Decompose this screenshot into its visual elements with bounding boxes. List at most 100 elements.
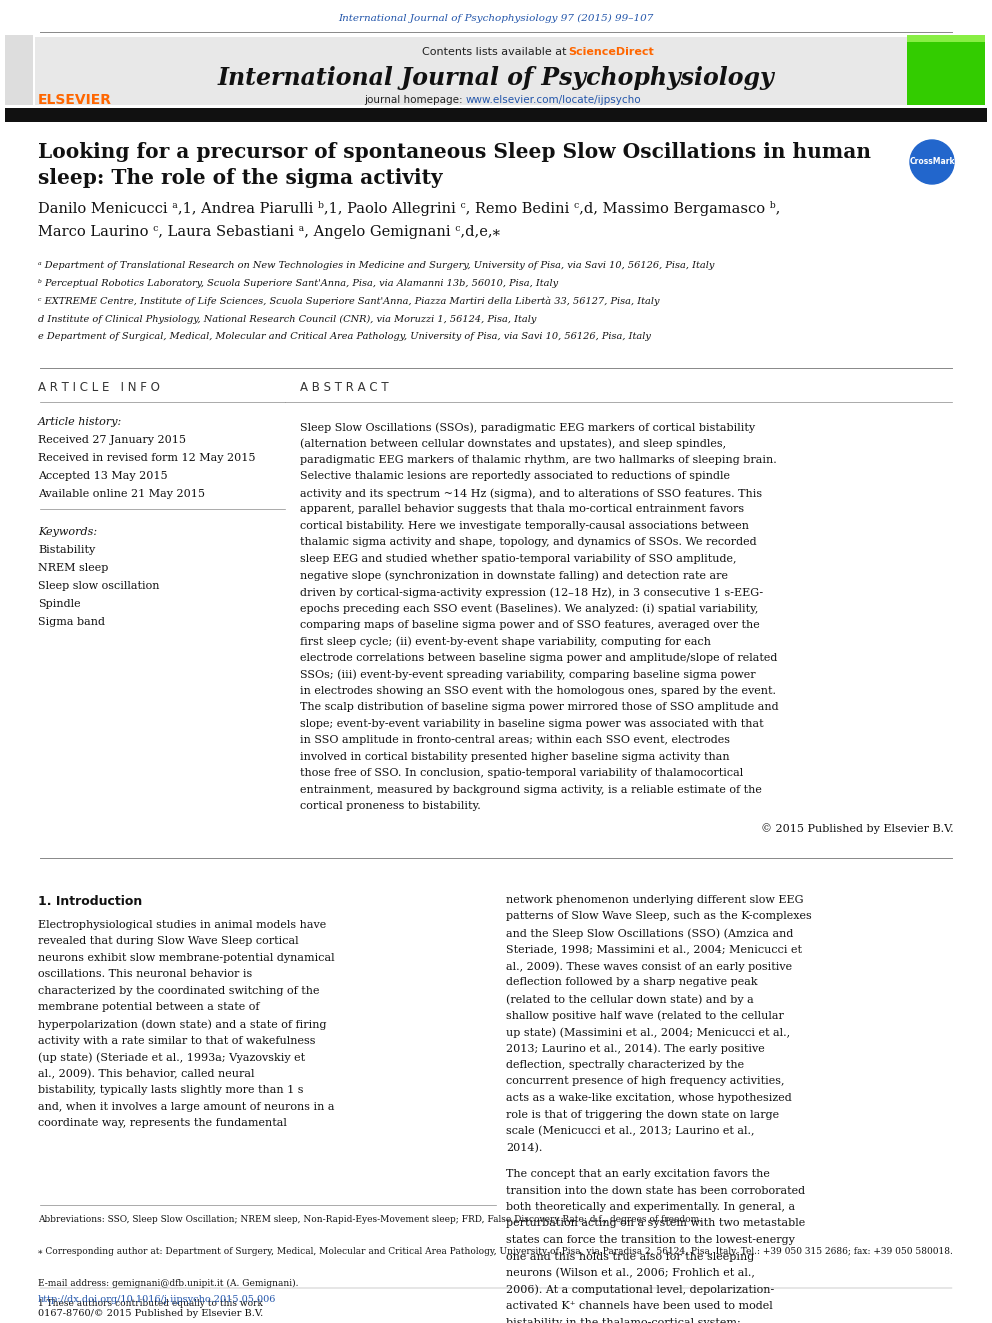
Text: 0167-8760/© 2015 Published by Elsevier B.V.: 0167-8760/© 2015 Published by Elsevier B…: [38, 1308, 263, 1318]
Text: perturbation acting on a system with two metastable: perturbation acting on a system with two…: [506, 1218, 806, 1229]
Text: transition into the down state has been corroborated: transition into the down state has been …: [506, 1185, 806, 1196]
Text: neurons (Wilson et al., 2006; Frohlich et al.,: neurons (Wilson et al., 2006; Frohlich e…: [506, 1267, 755, 1278]
Text: al., 2009). This behavior, called neural: al., 2009). This behavior, called neural: [38, 1069, 255, 1078]
Text: 2006). At a computational level, depolarization-: 2006). At a computational level, depolar…: [506, 1285, 774, 1295]
Text: Sleep Slow Oscillations (SSOs), paradigmatic EEG markers of cortical bistability: Sleep Slow Oscillations (SSOs), paradigm…: [300, 422, 755, 433]
Text: International Journal of Psychophysiology: International Journal of Psychophysiolog…: [217, 66, 775, 90]
Text: involved in cortical bistability presented higher baseline sigma activity than: involved in cortical bistability present…: [300, 751, 730, 762]
Text: www.elsevier.com/locate/ijpsycho: www.elsevier.com/locate/ijpsycho: [466, 95, 642, 105]
Text: A R T I C L E   I N F O: A R T I C L E I N F O: [38, 381, 160, 394]
Text: Received in revised form 12 May 2015: Received in revised form 12 May 2015: [38, 452, 256, 463]
FancyBboxPatch shape: [907, 34, 985, 42]
Text: d Institute of Clinical Physiology, National Research Council (CNR), via Moruzzi: d Institute of Clinical Physiology, Nati…: [38, 315, 537, 324]
Text: driven by cortical-sigma-activity expression (12–18 Hz), in 3 consecutive 1 s-EE: driven by cortical-sigma-activity expres…: [300, 587, 763, 598]
Text: SSOs; (iii) event-by-event spreading variability, comparing baseline sigma power: SSOs; (iii) event-by-event spreading var…: [300, 669, 756, 680]
Text: The concept that an early excitation favors the: The concept that an early excitation fav…: [506, 1170, 770, 1179]
Text: one and this holds true also for the sleeping: one and this holds true also for the sle…: [506, 1252, 754, 1262]
Text: The scalp distribution of baseline sigma power mirrored those of SSO amplitude a: The scalp distribution of baseline sigma…: [300, 703, 779, 713]
Text: and, when it involves a large amount of neurons in a: and, when it involves a large amount of …: [38, 1102, 334, 1111]
Text: entrainment, measured by background sigma activity, is a reliable estimate of th: entrainment, measured by background sigm…: [300, 785, 762, 795]
Text: scale (Menicucci et al., 2013; Laurino et al.,: scale (Menicucci et al., 2013; Laurino e…: [506, 1126, 755, 1136]
Text: slope; event-by-event variability in baseline sigma power was associated with th: slope; event-by-event variability in bas…: [300, 718, 764, 729]
Text: Danilo Menicucci ᵃ,1, Andrea Piarulli ᵇ,1, Paolo Allegrini ᶜ, Remo Bedini ᶜ,d, M: Danilo Menicucci ᵃ,1, Andrea Piarulli ᵇ,…: [38, 201, 781, 216]
Text: (related to the cellular down state) and by a: (related to the cellular down state) and…: [506, 994, 754, 1004]
Text: and the Sleep Slow Oscillations (SSO) (Amzica and: and the Sleep Slow Oscillations (SSO) (A…: [506, 927, 794, 938]
Text: role is that of triggering the down state on large: role is that of triggering the down stat…: [506, 1110, 779, 1119]
Text: hyperpolarization (down state) and a state of firing: hyperpolarization (down state) and a sta…: [38, 1019, 326, 1029]
Text: characterized by the coordinated switching of the: characterized by the coordinated switchi…: [38, 986, 319, 996]
Text: Article history:: Article history:: [38, 417, 122, 427]
FancyBboxPatch shape: [5, 108, 987, 122]
Text: Sleep slow oscillation: Sleep slow oscillation: [38, 581, 160, 591]
Text: NREM sleep: NREM sleep: [38, 564, 108, 573]
Text: states can force the transition to the lowest-energy: states can force the transition to the l…: [506, 1234, 795, 1245]
Circle shape: [910, 140, 954, 184]
Text: those free of SSO. In conclusion, spatio-temporal variability of thalamocortical: those free of SSO. In conclusion, spatio…: [300, 769, 743, 778]
Text: sleep EEG and studied whether spatio-temporal variability of SSO amplitude,: sleep EEG and studied whether spatio-tem…: [300, 554, 736, 564]
Text: (alternation between cellular downstates and upstates), and sleep spindles,: (alternation between cellular downstates…: [300, 438, 726, 448]
Text: Abbreviations: SSO, Sleep Slow Oscillation; NREM sleep, Non-Rapid-Eyes-Movement : Abbreviations: SSO, Sleep Slow Oscillati…: [38, 1215, 702, 1224]
Text: cortical bistability. Here we investigate temporally-causal associations between: cortical bistability. Here we investigat…: [300, 521, 749, 531]
Text: in electrodes showing an SSO event with the homologous ones, spared by the event: in electrodes showing an SSO event with …: [300, 687, 776, 696]
FancyBboxPatch shape: [5, 34, 33, 105]
Text: ⁎ Corresponding author at: Department of Surgery, Medical, Molecular and Critica: ⁎ Corresponding author at: Department of…: [38, 1248, 953, 1256]
Text: up state) (Massimini et al., 2004; Menicucci et al.,: up state) (Massimini et al., 2004; Menic…: [506, 1027, 790, 1037]
FancyBboxPatch shape: [907, 34, 985, 105]
Text: activated K⁺ channels have been used to model: activated K⁺ channels have been used to …: [506, 1301, 773, 1311]
Text: shallow positive half wave (related to the cellular: shallow positive half wave (related to t…: [506, 1011, 784, 1021]
Text: first sleep cycle; (ii) event-by-event shape variability, computing for each: first sleep cycle; (ii) event-by-event s…: [300, 636, 711, 647]
Text: in SSO amplitude in fronto-central areas; within each SSO event, electrodes: in SSO amplitude in fronto-central areas…: [300, 736, 730, 745]
Text: epochs preceding each SSO event (Baselines). We analyzed: (i) spatial variabilit: epochs preceding each SSO event (Baselin…: [300, 603, 758, 614]
Text: Received 27 January 2015: Received 27 January 2015: [38, 435, 186, 445]
Text: E-mail address: gemignani@dfb.unipit.it (A. Gemignani).: E-mail address: gemignani@dfb.unipit.it …: [38, 1279, 299, 1289]
Text: Steriade, 1998; Massimini et al., 2004; Menicucci et: Steriade, 1998; Massimini et al., 2004; …: [506, 945, 802, 954]
Text: © 2015 Published by Elsevier B.V.: © 2015 Published by Elsevier B.V.: [762, 823, 954, 833]
Text: Available online 21 May 2015: Available online 21 May 2015: [38, 490, 205, 499]
Text: Sigma band: Sigma band: [38, 617, 105, 627]
Text: A B S T R A C T: A B S T R A C T: [300, 381, 389, 394]
Text: 2013; Laurino et al., 2014). The early positive: 2013; Laurino et al., 2014). The early p…: [506, 1044, 765, 1054]
Text: negative slope (synchronization in downstate falling) and detection rate are: negative slope (synchronization in downs…: [300, 570, 728, 581]
Text: ᵇ Perceptual Robotics Laboratory, Scuola Superiore Sant'Anna, Pisa, via Alamanni: ᵇ Perceptual Robotics Laboratory, Scuola…: [38, 279, 558, 287]
Text: activity and its spectrum ~14 Hz (sigma), and to alterations of SSO features. Th: activity and its spectrum ~14 Hz (sigma)…: [300, 488, 762, 499]
Text: Marco Laurino ᶜ, Laura Sebastiani ᵃ, Angelo Gemignani ᶜ,d,e,⁎: Marco Laurino ᶜ, Laura Sebastiani ᵃ, Ang…: [38, 225, 500, 239]
Text: ScienceDirect: ScienceDirect: [568, 48, 654, 57]
Text: 2014).: 2014).: [506, 1143, 543, 1152]
Text: patterns of Slow Wave Sleep, such as the K-complexes: patterns of Slow Wave Sleep, such as the…: [506, 912, 811, 922]
Text: Keywords:: Keywords:: [38, 527, 97, 537]
Text: both theoretically and experimentally. In general, a: both theoretically and experimentally. I…: [506, 1203, 796, 1212]
Text: deflection followed by a sharp negative peak: deflection followed by a sharp negative …: [506, 978, 758, 987]
Text: thalamic sigma activity and shape, topology, and dynamics of SSOs. We recorded: thalamic sigma activity and shape, topol…: [300, 537, 757, 548]
Text: Spindle: Spindle: [38, 599, 80, 609]
Text: al., 2009). These waves consist of an early positive: al., 2009). These waves consist of an ea…: [506, 960, 793, 971]
Text: coordinate way, represents the fundamental: coordinate way, represents the fundament…: [38, 1118, 287, 1129]
Text: Looking for a precursor of spontaneous Sleep Slow Oscillations in human: Looking for a precursor of spontaneous S…: [38, 142, 871, 161]
Text: ᵃ Department of Translational Research on New Technologies in Medicine and Surge: ᵃ Department of Translational Research o…: [38, 261, 714, 270]
Text: deflection, spectrally characterized by the: deflection, spectrally characterized by …: [506, 1060, 744, 1070]
Text: oscillations. This neuronal behavior is: oscillations. This neuronal behavior is: [38, 970, 252, 979]
Text: concurrent presence of high frequency activities,: concurrent presence of high frequency ac…: [506, 1077, 785, 1086]
Text: apparent, parallel behavior suggests that thala mo-cortical entrainment favors: apparent, parallel behavior suggests tha…: [300, 504, 744, 515]
Text: paradigmatic EEG markers of thalamic rhythm, are two hallmarks of sleeping brain: paradigmatic EEG markers of thalamic rhy…: [300, 455, 777, 464]
Text: Contents lists available at: Contents lists available at: [422, 48, 570, 57]
Text: International Journal of Psychophysiology 97 (2015) 99–107: International Journal of Psychophysiolog…: [338, 13, 654, 22]
Text: comparing maps of baseline sigma power and of SSO features, averaged over the: comparing maps of baseline sigma power a…: [300, 620, 760, 630]
Text: ELSEVIER: ELSEVIER: [38, 93, 112, 107]
Text: CrossMark: CrossMark: [910, 157, 955, 167]
Text: membrane potential between a state of: membrane potential between a state of: [38, 1003, 260, 1012]
Text: acts as a wake-like excitation, whose hypothesized: acts as a wake-like excitation, whose hy…: [506, 1093, 792, 1103]
Text: 1. Introduction: 1. Introduction: [38, 894, 142, 908]
Text: journal homepage:: journal homepage:: [364, 95, 466, 105]
Text: bistability in the thalamo-cortical system:: bistability in the thalamo-cortical syst…: [506, 1318, 741, 1323]
Text: bistability, typically lasts slightly more than 1 s: bistability, typically lasts slightly mo…: [38, 1085, 304, 1095]
Text: ᶜ EXTREME Centre, Institute of Life Sciences, Scuola Superiore Sant'Anna, Piazza: ᶜ EXTREME Centre, Institute of Life Scie…: [38, 296, 660, 306]
Text: neurons exhibit slow membrane-potential dynamical: neurons exhibit slow membrane-potential …: [38, 953, 334, 963]
Text: sleep: The role of the sigma activity: sleep: The role of the sigma activity: [38, 168, 442, 188]
Text: network phenomenon underlying different slow EEG: network phenomenon underlying different …: [506, 894, 804, 905]
Text: Accepted 13 May 2015: Accepted 13 May 2015: [38, 471, 168, 482]
Text: revealed that during Slow Wave Sleep cortical: revealed that during Slow Wave Sleep cor…: [38, 937, 299, 946]
Text: Selective thalamic lesions are reportedly associated to reductions of spindle: Selective thalamic lesions are reportedl…: [300, 471, 730, 482]
Text: e Department of Surgical, Medical, Molecular and Critical Area Pathology, Univer: e Department of Surgical, Medical, Molec…: [38, 332, 651, 341]
Text: 1 These authors contributed equally to this work: 1 These authors contributed equally to t…: [38, 1299, 263, 1308]
Text: (up state) (Steriade et al., 1993a; Vyazovskiy et: (up state) (Steriade et al., 1993a; Vyaz…: [38, 1052, 306, 1062]
